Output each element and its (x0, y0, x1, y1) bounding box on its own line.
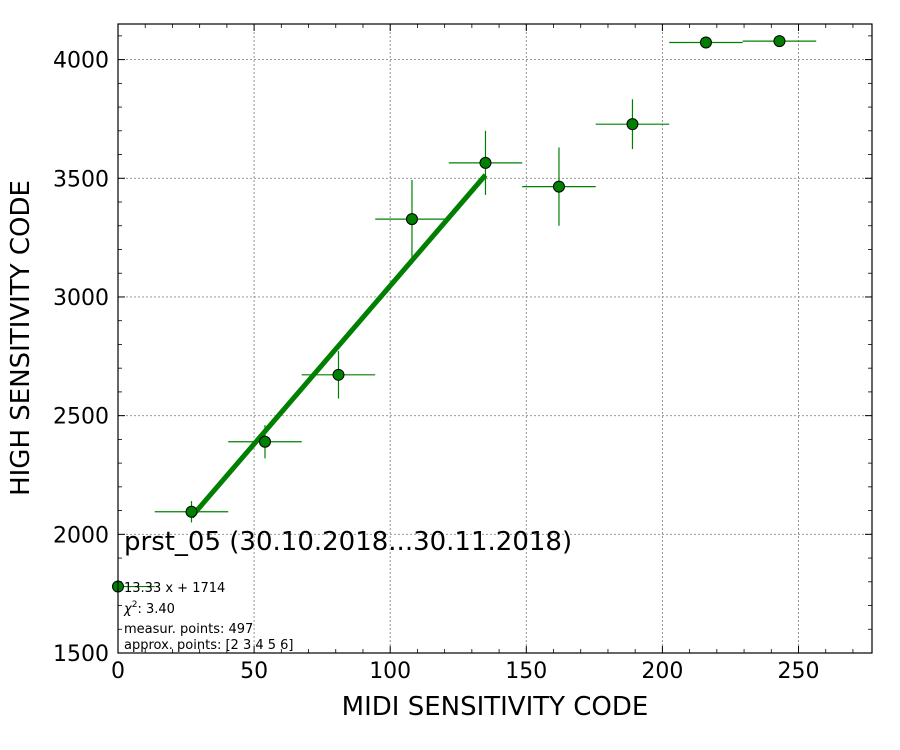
point-marker (699, 36, 712, 49)
approx-points: approx. points: [2 3 4 5 6] (124, 638, 294, 653)
y-tick-label: 1500 (53, 642, 109, 667)
y-tick-label: 3000 (53, 286, 109, 311)
point-marker (332, 368, 345, 381)
x-tick-label: 0 (111, 659, 125, 684)
fit-layer (189, 173, 488, 519)
y-axis-label: HIGH SENSITIVITY CODE (6, 180, 36, 496)
x-tick-label: 150 (505, 659, 547, 684)
x-tick-label: 50 (240, 659, 268, 684)
data-point (375, 179, 449, 259)
measured-points: measur. points: 497 (124, 622, 253, 637)
chart-title: prst_05 (30.10.2018...30.11.2018) (124, 527, 572, 557)
point-marker (773, 35, 786, 48)
grid (118, 24, 872, 653)
tick-labels: 0 50 100 150 200 250 1500 2000 2500 3000 3500 4000 (53, 49, 820, 684)
y-tick-label: 2500 (53, 405, 109, 430)
data-point (742, 35, 817, 48)
data-point (228, 425, 302, 459)
x-tick-label: 200 (641, 659, 683, 684)
x-tick-label: 250 (778, 659, 820, 684)
data-points (112, 35, 817, 593)
point-marker (185, 505, 198, 518)
axis-ticks (117, 24, 872, 654)
data-point (669, 36, 743, 49)
fit-line (189, 173, 488, 519)
data-point (522, 147, 596, 226)
x-axis-label: MIDI SENSITIVITY CODE (342, 692, 649, 722)
chi-square-symbol: χ (123, 602, 133, 617)
point-marker (479, 156, 492, 169)
data-point (448, 130, 523, 195)
y-tick-label: 4000 (53, 49, 109, 74)
point-marker (405, 213, 418, 226)
chi-square: χ2: 3.40 (123, 600, 175, 617)
point-marker (258, 435, 271, 448)
data-point (301, 351, 376, 399)
chi-square-superscript: 2 (132, 600, 138, 610)
point-marker (552, 180, 565, 193)
chi-square-value: : 3.40 (137, 602, 174, 617)
plot-frame (117, 23, 873, 654)
data-point (595, 99, 670, 150)
x-tick-label: 100 (369, 659, 411, 684)
data-point (154, 501, 229, 523)
y-tick-label: 3500 (53, 167, 109, 192)
y-tick-label: 2000 (53, 523, 109, 548)
point-marker (626, 118, 639, 131)
fit-equation: 13.33 x + 1714 (124, 581, 225, 596)
